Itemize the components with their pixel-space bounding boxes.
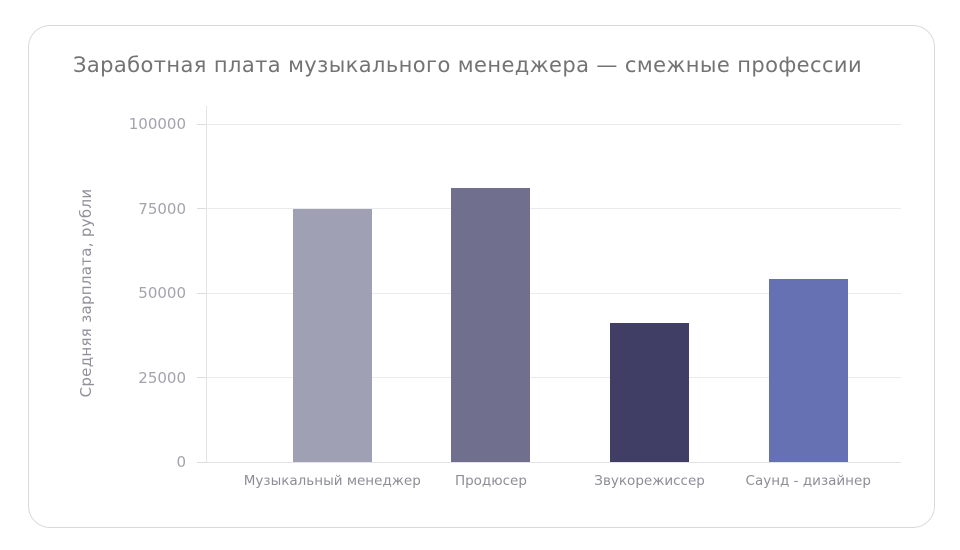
bar-3	[610, 323, 690, 462]
y-tick-label-75000: 75000	[138, 199, 186, 218]
y-tickmark	[197, 123, 206, 125]
y-axis-line	[206, 106, 207, 462]
y-tick-label-25000: 25000	[138, 368, 186, 387]
y-tick-label-50000: 50000	[138, 284, 186, 302]
plot-area: 0 25000 50000 75000 100000	[129, 106, 901, 471]
gridline-100000	[206, 123, 901, 125]
y-tickmark	[197, 208, 206, 209]
y-tickmark	[197, 461, 206, 463]
gridline-25000	[206, 377, 901, 378]
y-tickmark	[197, 377, 206, 378]
x-category-label-4: Саунд - дизайнер	[745, 473, 871, 489]
y-tick-label-0: 0	[176, 453, 186, 471]
chart-card: Заработная плата музыкального менеджера …	[28, 25, 935, 528]
y-axis-title: Средняя зарплата, рубли	[77, 188, 95, 398]
x-axis-labels: Музыкальный менеджер Продюсер Звукорежиссе…	[206, 470, 901, 494]
gridline-50000	[206, 292, 901, 294]
x-category-label-3: Звукорежиссер	[594, 473, 705, 489]
bar-2	[451, 188, 531, 462]
bar-1	[292, 208, 372, 462]
x-category-label-2: Продюсер	[454, 473, 527, 489]
bar-4	[768, 279, 848, 462]
x-category-label-1: Музыкальный менеджер	[243, 473, 421, 489]
gridline-75000	[206, 208, 901, 209]
chart-title: Заработная плата музыкального менеджера …	[73, 53, 862, 77]
y-tick-label-100000: 100000	[128, 115, 186, 133]
gridline-0	[206, 461, 901, 463]
y-tickmark	[197, 292, 206, 294]
